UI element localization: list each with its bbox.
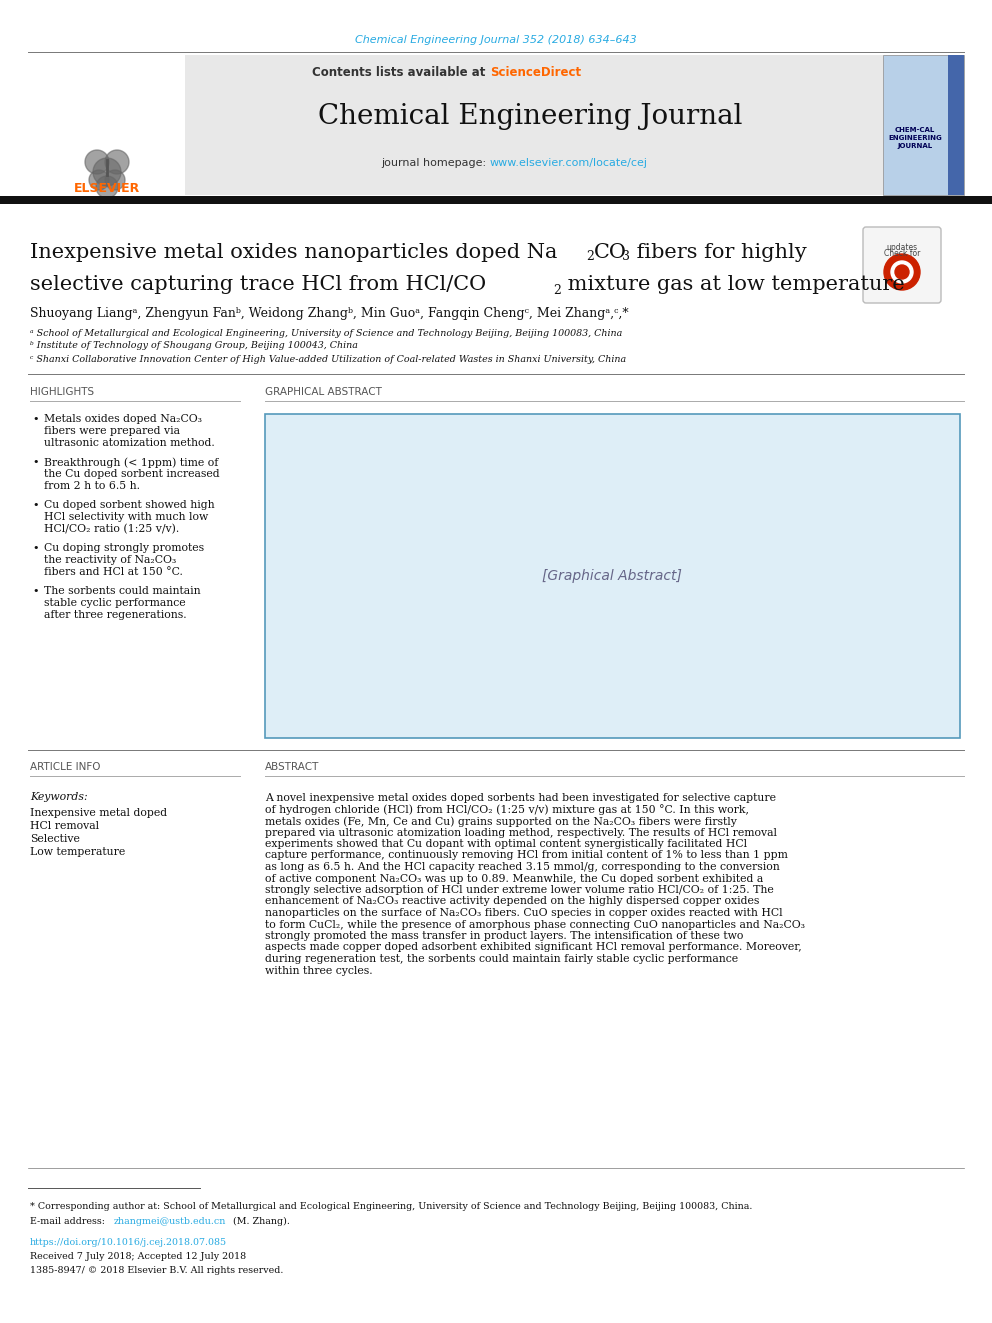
Text: fibers were prepared via: fibers were prepared via xyxy=(44,426,180,437)
Text: ARTICLE INFO: ARTICLE INFO xyxy=(30,762,100,773)
Text: from 2 h to 6.5 h.: from 2 h to 6.5 h. xyxy=(44,482,140,491)
Text: capture performance, continuously removing HCl from initial content of 1% to les: capture performance, continuously removi… xyxy=(265,851,788,860)
Text: •: • xyxy=(32,414,39,423)
Text: CHEM-CAL
ENGINEERING
JOURNAL: CHEM-CAL ENGINEERING JOURNAL xyxy=(888,127,941,149)
Text: zhangmei@ustb.edu.cn: zhangmei@ustb.edu.cn xyxy=(114,1217,226,1226)
Text: stable cyclic performance: stable cyclic performance xyxy=(44,598,186,609)
Text: A novel inexpensive metal oxides doped sorbents had been investigated for select: A novel inexpensive metal oxides doped s… xyxy=(265,792,776,803)
Text: aspects made copper doped adsorbent exhibited significant HCl removal performanc: aspects made copper doped adsorbent exhi… xyxy=(265,942,802,953)
Circle shape xyxy=(105,149,129,175)
Text: updates: updates xyxy=(887,242,918,251)
Text: Metals oxides doped Na₂CO₃: Metals oxides doped Na₂CO₃ xyxy=(44,414,202,423)
Text: fibers and HCl at 150 °C.: fibers and HCl at 150 °C. xyxy=(44,568,183,577)
Text: Cu doped sorbent showed high: Cu doped sorbent showed high xyxy=(44,500,214,509)
Text: Selective: Selective xyxy=(30,833,80,844)
Bar xyxy=(883,56,964,194)
Text: of hydrogen chloride (HCl) from HCl/CO₂ (1:25 v/v) mixture gas at 150 °C. In thi: of hydrogen chloride (HCl) from HCl/CO₂ … xyxy=(265,804,749,815)
Text: as long as 6.5 h. And the HCl capacity reached 3.15 mmol/g, corresponding to the: as long as 6.5 h. And the HCl capacity r… xyxy=(265,863,780,872)
Circle shape xyxy=(85,149,109,175)
Text: ScienceDirect: ScienceDirect xyxy=(490,66,581,79)
Text: mixture gas at low temperature: mixture gas at low temperature xyxy=(561,275,905,295)
Text: ELSEVIER: ELSEVIER xyxy=(73,181,140,194)
Text: nanoparticles on the surface of Na₂CO₃ fibers. CuO species in copper oxides reac: nanoparticles on the surface of Na₂CO₃ f… xyxy=(265,908,783,918)
Text: Chemical Engineering Journal: Chemical Engineering Journal xyxy=(317,103,742,131)
Text: (M. Zhang).: (M. Zhang). xyxy=(230,1217,290,1226)
Text: 2: 2 xyxy=(586,250,594,263)
Text: HCl removal: HCl removal xyxy=(30,822,99,831)
Text: [Graphical Abstract]: [Graphical Abstract] xyxy=(542,569,682,583)
Text: •: • xyxy=(32,586,39,595)
Text: Breakthrough (< 1ppm) time of: Breakthrough (< 1ppm) time of xyxy=(44,456,218,467)
FancyBboxPatch shape xyxy=(863,228,941,303)
Circle shape xyxy=(895,265,909,279)
Text: Keywords:: Keywords: xyxy=(30,792,87,802)
Text: after three regenerations.: after three regenerations. xyxy=(44,610,186,620)
Text: 1385-8947/ © 2018 Elsevier B.V. All rights reserved.: 1385-8947/ © 2018 Elsevier B.V. All righ… xyxy=(30,1266,284,1275)
Text: HCl/CO₂ ratio (1:25 v/v).: HCl/CO₂ ratio (1:25 v/v). xyxy=(44,524,180,534)
Text: ABSTRACT: ABSTRACT xyxy=(265,762,319,773)
Text: strongly promoted the mass transfer in product layers. The intensification of th: strongly promoted the mass transfer in p… xyxy=(265,931,743,941)
Text: ᶜ Shanxi Collaborative Innovation Center of High Value-added Utilization of Coal: ᶜ Shanxi Collaborative Innovation Center… xyxy=(30,355,626,364)
Bar xyxy=(185,56,883,194)
Text: during regeneration test, the sorbents could maintain fairly stable cyclic perfo: during regeneration test, the sorbents c… xyxy=(265,954,738,964)
Text: Shuoyang Liangᵃ, Zhengyun Fanᵇ, Weidong Zhangᵇ, Min Guoᵃ, Fangqin Chengᶜ, Mei Zh: Shuoyang Liangᵃ, Zhengyun Fanᵇ, Weidong … xyxy=(30,307,629,320)
Text: E-mail address:: E-mail address: xyxy=(30,1217,108,1226)
Text: Inexpensive metal doped: Inexpensive metal doped xyxy=(30,808,167,818)
Text: https://doi.org/10.1016/j.cej.2018.07.085: https://doi.org/10.1016/j.cej.2018.07.08… xyxy=(30,1238,227,1248)
Text: Inexpensive metal oxides nanoparticles doped Na: Inexpensive metal oxides nanoparticles d… xyxy=(30,242,558,262)
Text: of active component Na₂CO₃ was up to 0.89. Meanwhile, the Cu doped sorbent exhib: of active component Na₂CO₃ was up to 0.8… xyxy=(265,873,763,884)
Text: 3: 3 xyxy=(622,250,630,263)
Text: ultrasonic atomization method.: ultrasonic atomization method. xyxy=(44,438,214,448)
Text: Received 7 July 2018; Accepted 12 July 2018: Received 7 July 2018; Accepted 12 July 2… xyxy=(30,1252,246,1261)
Text: Cu doping strongly promotes: Cu doping strongly promotes xyxy=(44,542,204,553)
Circle shape xyxy=(89,169,109,191)
Circle shape xyxy=(96,176,118,198)
Text: journal homepage:: journal homepage: xyxy=(381,157,490,168)
Text: •: • xyxy=(32,542,39,553)
Text: Low temperature: Low temperature xyxy=(30,847,125,857)
Text: the Cu doped sorbent increased: the Cu doped sorbent increased xyxy=(44,468,219,479)
Text: within three cycles.: within three cycles. xyxy=(265,966,373,975)
Text: selective capturing trace HCl from HCl/CO: selective capturing trace HCl from HCl/C… xyxy=(30,275,486,295)
Bar xyxy=(0,196,992,204)
Text: ᵃ School of Metallurgical and Ecological Engineering, University of Science and : ᵃ School of Metallurgical and Ecological… xyxy=(30,328,622,337)
Text: The sorbents could maintain: The sorbents could maintain xyxy=(44,586,200,595)
Circle shape xyxy=(884,254,920,290)
Text: HCl selectivity with much low: HCl selectivity with much low xyxy=(44,512,208,523)
Text: * Corresponding author at: School of Metallurgical and Ecological Engineering, U: * Corresponding author at: School of Met… xyxy=(30,1203,752,1211)
Circle shape xyxy=(891,261,913,283)
Text: CO: CO xyxy=(594,242,627,262)
Text: to form CuCl₂, while the presence of amorphous phase connecting CuO nanoparticle: to form CuCl₂, while the presence of amo… xyxy=(265,919,805,930)
Text: 2: 2 xyxy=(553,283,560,296)
Text: GRAPHICAL ABSTRACT: GRAPHICAL ABSTRACT xyxy=(265,388,382,397)
Text: strongly selective adsorption of HCl under extreme lower volume ratio HCl/CO₂ of: strongly selective adsorption of HCl und… xyxy=(265,885,774,894)
Circle shape xyxy=(105,169,125,191)
Text: prepared via ultrasonic atomization loading method, respectively. The results of: prepared via ultrasonic atomization load… xyxy=(265,827,777,837)
Text: •: • xyxy=(32,500,39,509)
Circle shape xyxy=(93,157,121,187)
Bar xyxy=(948,56,964,194)
Text: •: • xyxy=(32,456,39,467)
Text: metals oxides (Fe, Mn, Ce and Cu) grains supported on the Na₂CO₃ fibers were fir: metals oxides (Fe, Mn, Ce and Cu) grains… xyxy=(265,816,737,827)
Text: Chemical Engineering Journal 352 (2018) 634–643: Chemical Engineering Journal 352 (2018) … xyxy=(355,34,637,45)
Bar xyxy=(265,414,960,738)
Text: fibers for highly: fibers for highly xyxy=(630,242,806,262)
Text: experiments showed that Cu dopant with optimal content synergistically facilitat: experiments showed that Cu dopant with o… xyxy=(265,839,747,849)
Text: Check for: Check for xyxy=(884,250,921,258)
Text: Contents lists available at: Contents lists available at xyxy=(312,66,490,79)
Text: enhancement of Na₂CO₃ reactive activity depended on the highly dispersed copper : enhancement of Na₂CO₃ reactive activity … xyxy=(265,897,759,906)
Text: ᵇ Institute of Technology of Shougang Group, Beijing 100043, China: ᵇ Institute of Technology of Shougang Gr… xyxy=(30,341,358,351)
Text: www.elsevier.com/locate/cej: www.elsevier.com/locate/cej xyxy=(490,157,648,168)
Text: HIGHLIGHTS: HIGHLIGHTS xyxy=(30,388,94,397)
Text: the reactivity of Na₂CO₃: the reactivity of Na₂CO₃ xyxy=(44,556,177,565)
Bar xyxy=(28,56,185,194)
